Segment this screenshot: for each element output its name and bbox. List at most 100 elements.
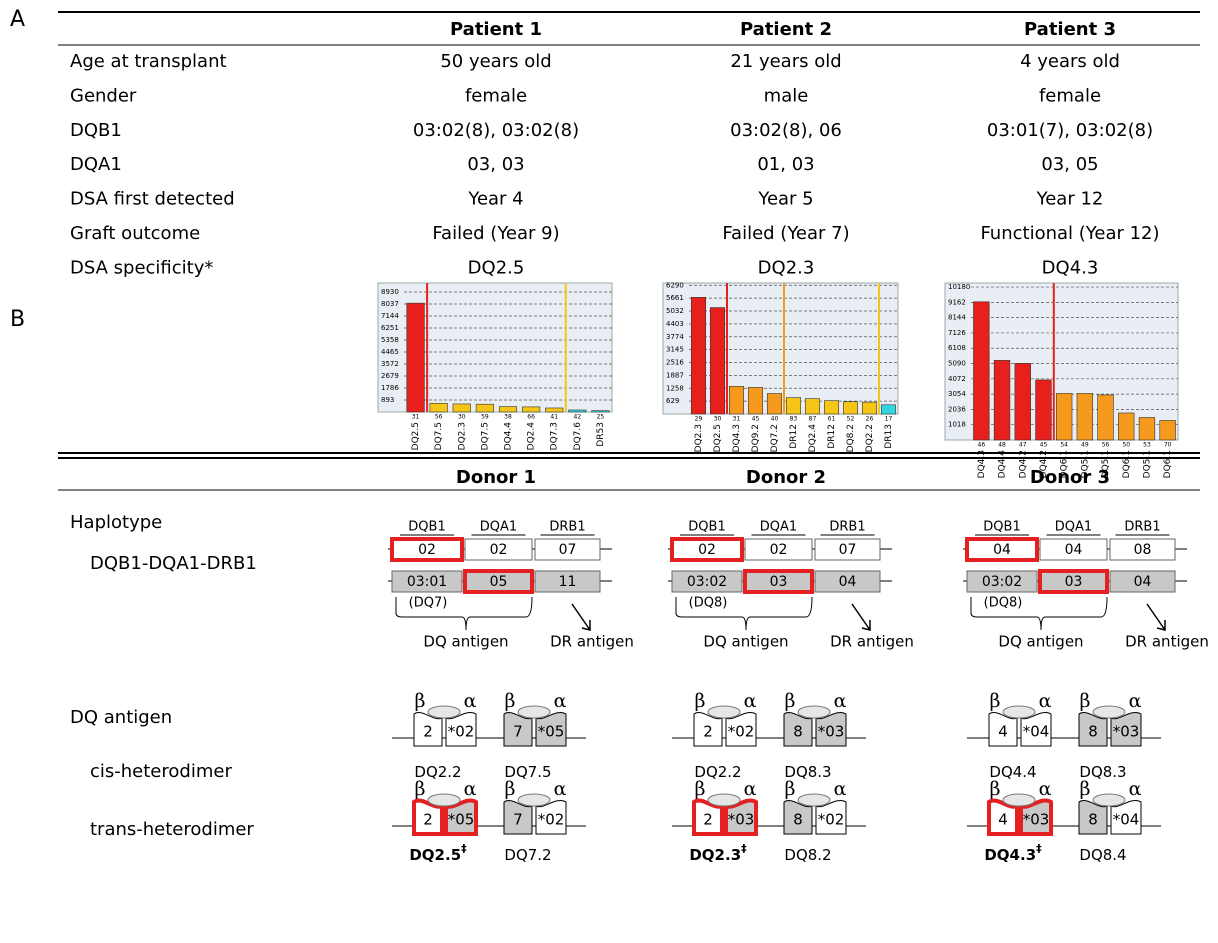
allele-box bbox=[744, 538, 813, 561]
dq-antigen-label: DQ antigen bbox=[998, 633, 1083, 651]
bead-id: 56 bbox=[1102, 442, 1110, 449]
peptide bbox=[517, 705, 551, 719]
dq-name: DQ2.2 bbox=[414, 763, 461, 781]
x-tick-label: DQ7.5 bbox=[480, 422, 490, 450]
bead-id: 52 bbox=[847, 416, 855, 423]
bead-id: 87 bbox=[809, 416, 817, 423]
allele-label: 03 bbox=[770, 574, 788, 590]
gene-label: DQA1 bbox=[1055, 520, 1092, 535]
dq-label: DQ2.5‡ bbox=[409, 842, 467, 864]
bar bbox=[804, 398, 821, 415]
gene-label: DQB1 bbox=[688, 520, 725, 535]
beta-symbol: β bbox=[990, 778, 1001, 800]
beta-symbol: β bbox=[415, 690, 426, 712]
bead-id: 50 bbox=[1122, 442, 1130, 449]
beta-symbol: β bbox=[415, 778, 426, 800]
bead-id: 70 bbox=[1164, 442, 1172, 449]
donor-panel: DQB1 DQA1 DRB1 02 02 07 03:02 03 04 (DQ8) DQ antig… bbox=[668, 520, 914, 864]
x-tick-label: DQ2.4 bbox=[527, 422, 537, 451]
peptide bbox=[1092, 705, 1126, 719]
x-tick-label: DQ2.3 bbox=[457, 422, 467, 450]
bar bbox=[568, 409, 587, 413]
beta-allele: 8 bbox=[793, 723, 803, 741]
arrow bbox=[851, 603, 871, 631]
bar bbox=[545, 407, 564, 413]
y-tick-label: 10180 bbox=[948, 283, 970, 291]
allele-label: 08 bbox=[1134, 542, 1152, 558]
bar bbox=[766, 393, 783, 415]
panel-label: B bbox=[10, 307, 25, 332]
bar bbox=[823, 400, 840, 415]
bar bbox=[1159, 420, 1176, 441]
dq-name: DQ7.2 bbox=[504, 846, 551, 864]
alpha-allele: *03 bbox=[818, 723, 845, 741]
gene-label: DRB1 bbox=[549, 520, 585, 535]
dq-label: DQ8.3 bbox=[784, 763, 831, 781]
peptide bbox=[1002, 793, 1036, 807]
bar bbox=[1097, 394, 1114, 441]
bead-id: 59 bbox=[481, 414, 489, 421]
dq-name: DQ8.4 bbox=[1079, 846, 1126, 864]
gene-label: DQA1 bbox=[480, 520, 517, 535]
alpha-symbol: α bbox=[464, 778, 477, 800]
table-cell: 01, 03 bbox=[757, 154, 814, 175]
dq-name: DQ4.4 bbox=[989, 763, 1036, 781]
peptide bbox=[797, 793, 831, 807]
allele-box bbox=[534, 538, 601, 561]
x-tick-label: DQ7.5 bbox=[434, 422, 444, 450]
bar bbox=[1035, 379, 1052, 441]
column-header: Donor 2 bbox=[746, 467, 826, 488]
y-tick-label: 4403 bbox=[666, 320, 684, 328]
beta-allele: 2 bbox=[423, 811, 433, 829]
table-cell: female bbox=[465, 85, 527, 106]
panel-label: A bbox=[10, 7, 25, 32]
y-tick-label: 893 bbox=[381, 396, 394, 404]
bead-id: 29 bbox=[695, 416, 703, 423]
allele-label: 04 bbox=[839, 574, 857, 590]
beta-symbol: β bbox=[785, 778, 796, 800]
antigen-label: (DQ8) bbox=[984, 596, 1023, 611]
antigen-label: (DQ7) bbox=[409, 596, 448, 611]
x-tick-label: DQ2.2 bbox=[865, 424, 875, 452]
bead-id: 31 bbox=[733, 416, 741, 423]
x-tick-label: DQ8.2 bbox=[846, 424, 856, 452]
table-cell: male bbox=[764, 85, 809, 106]
y-tick-label: 5661 bbox=[666, 294, 684, 302]
dr-antigen-label: DR antigen bbox=[550, 633, 634, 651]
table-cell: 21 years old bbox=[730, 51, 841, 72]
x-tick-label: DQ6.1 bbox=[1122, 450, 1132, 478]
alpha-symbol: α bbox=[1039, 778, 1052, 800]
peptide bbox=[517, 793, 551, 807]
allele-label: 11 bbox=[559, 574, 577, 590]
beta-allele: 8 bbox=[1088, 811, 1098, 829]
bead-id: 56 bbox=[435, 414, 443, 421]
x-tick-label: DQ9.2 bbox=[751, 424, 761, 452]
bar bbox=[498, 406, 518, 413]
beta-allele: 8 bbox=[1088, 723, 1098, 741]
row-label: Age at transplant bbox=[70, 51, 227, 72]
bar-chart: 893 1786 2679 3572 4465 5358 6251 7144 8037 8930 3… bbox=[377, 282, 613, 451]
table-cell: 50 years old bbox=[440, 51, 551, 72]
dq-name: DQ7.5 bbox=[504, 763, 551, 781]
x-tick-label: DQ7.6 bbox=[573, 422, 583, 451]
bead-id: 26 bbox=[866, 416, 874, 423]
bar bbox=[1055, 393, 1073, 441]
alpha-allele: *02 bbox=[448, 723, 475, 741]
table-cell: Failed (Year 9) bbox=[432, 223, 559, 244]
x-tick-label: DQ4.3 bbox=[732, 424, 742, 452]
y-tick-label: 9162 bbox=[948, 298, 966, 306]
column-header: Donor 1 bbox=[456, 467, 536, 488]
beta-allele: 2 bbox=[423, 723, 433, 741]
bar bbox=[973, 301, 990, 441]
allele-box bbox=[814, 570, 881, 593]
allele-label: 07 bbox=[839, 542, 857, 558]
alpha-allele: *03 bbox=[728, 811, 755, 829]
row-label: Graft outcome bbox=[70, 223, 200, 244]
allele-label: 07 bbox=[559, 542, 577, 558]
y-tick-label: 8930 bbox=[381, 288, 399, 296]
bead-id: 53 bbox=[1143, 442, 1151, 449]
bead-id: 30 bbox=[458, 414, 466, 421]
y-tick-label: 1887 bbox=[666, 371, 684, 379]
alpha-symbol: α bbox=[464, 690, 477, 712]
gene-label: DQB1 bbox=[408, 520, 445, 535]
